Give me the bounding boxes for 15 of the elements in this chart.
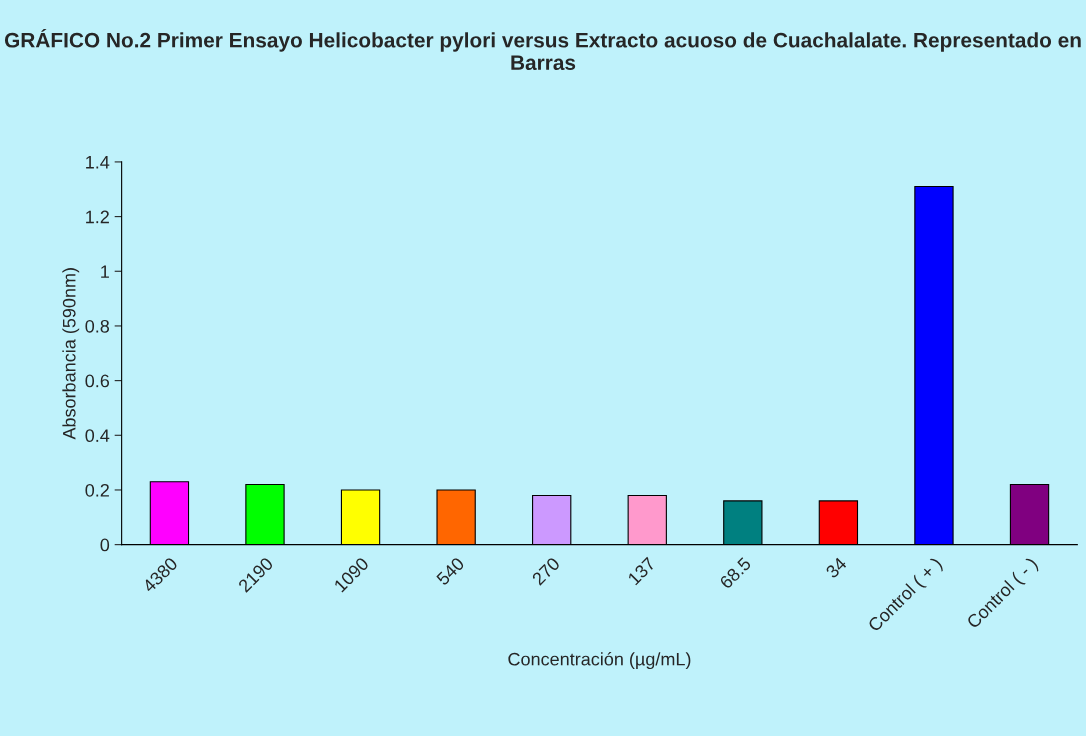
y-tick-label: 1.4 (86, 156, 110, 169)
y-tick-label: 1.2 (86, 210, 109, 224)
y-tick-label: 0.6 (85, 374, 110, 388)
y-tick-label: 1 (101, 265, 109, 278)
x-tick-label: 270 (531, 556, 561, 586)
x-axis-title: Concentración (µg/mL) (508, 652, 691, 670)
x-tick-label: 34 (825, 556, 848, 579)
x-tick-label: 137 (627, 556, 656, 586)
y-tick-label: 0.4 (85, 429, 110, 443)
y-tick-label: 0.8 (85, 319, 110, 333)
x-tick-label: 540 (435, 556, 465, 586)
y-tick-label: 0.2 (85, 483, 109, 497)
y-axis-title: Absorbancia (590nm) (62, 268, 80, 440)
chart-title: GRÁFICO No.2 Primer Ensayo Helicobacter pylori versus Extracto acuoso de Cuachalalate. Representado en Barras (4, 28, 1081, 71)
y-tick-label: 0 (100, 538, 110, 552)
